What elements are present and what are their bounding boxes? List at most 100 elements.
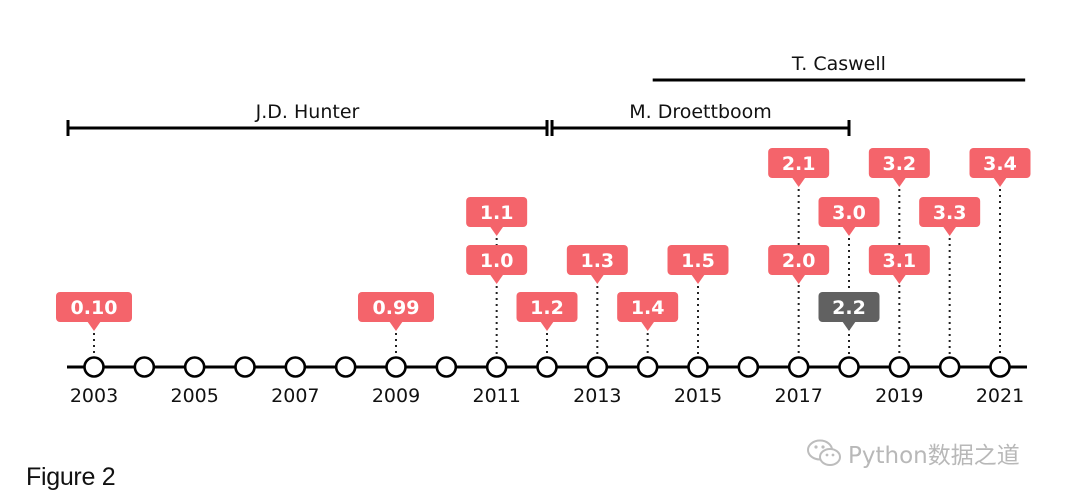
release-pointer [842,226,856,236]
year-node [787,356,810,378]
release-label-2.2: 2.2 [818,292,880,331]
release-label-1.5: 1.5 [667,245,729,284]
release-box [617,292,679,322]
release-label-3.2: 3.2 [868,148,930,187]
release-box [768,148,830,178]
release-label-1.2: 1.2 [516,292,578,331]
year-node [838,356,860,378]
year-node [385,356,407,378]
release-pointer [389,321,403,331]
release-label-3.1: 3.1 [868,245,930,284]
release-version: 3.1 [882,250,916,272]
release-pointer [942,226,957,236]
release-pointer [691,274,705,284]
dev-span-0: J.D. Hunter [66,101,549,136]
dev-span-1: M. Droettboom [550,101,851,136]
year-tick-label: 2013 [573,385,621,407]
year-node [83,356,105,378]
release-box [969,148,1031,178]
release-label-1.4: 1.4 [617,292,679,331]
release-pointer [993,177,1007,187]
release-label-0.99: 0.99 [358,292,434,331]
release-pointer [892,177,907,187]
year-node [234,356,256,378]
year-tick-label: 2007 [271,385,319,407]
release-pointer [842,321,856,331]
year-node [737,356,760,378]
release-box [818,197,880,227]
release-version: 1.3 [580,250,614,272]
year-node [989,356,1011,378]
release-box [358,292,434,322]
year-node [536,356,558,378]
release-pointer [791,274,806,284]
release-box [667,245,729,275]
release-box [868,148,930,178]
release-version: 2.1 [782,153,816,175]
year-tick-label: 2009 [372,385,420,407]
watermark-text: Python数据之道 [848,443,1020,469]
figure-caption: Figure 2 [26,463,116,491]
dev-span-2: T. Caswell [652,53,1026,82]
year-tick-label: 2005 [170,385,218,407]
release-version: 3.2 [882,153,916,175]
release-box [466,245,528,275]
release-label-1.1: 1.1 [466,197,528,236]
year-tick-label: 2015 [674,385,722,407]
year-tick-label: 2003 [70,385,118,407]
release-version: 1.5 [681,250,715,272]
year-node [938,356,961,378]
release-version: 1.1 [480,202,514,224]
year-tick-labels: 2003 2005 2007 2009 2011 2013 2015 2017 2019 2021 [70,385,1024,407]
release-box [56,292,132,322]
release-version: 3.0 [832,202,866,224]
year-tick-label: 2021 [976,385,1024,407]
dev-name: M. Droettboom [629,101,772,123]
year-node [183,356,206,378]
release-version: 2.2 [832,297,866,319]
release-box [466,197,528,227]
release-box [516,292,578,322]
release-version: 3.4 [983,153,1017,175]
release-label-0.10: 0.10 [56,292,132,331]
release-label-3.0: 3.0 [818,197,880,236]
year-node [636,356,659,378]
release-pointer [489,274,504,284]
release-pointer [540,321,554,331]
year-node [284,356,307,378]
release-version: 1.0 [480,250,514,272]
release-pointer [892,274,907,284]
release-pointer [590,274,605,284]
release-label-2.0: 2.0 [768,245,830,284]
release-version: 0.10 [71,297,118,319]
release-label-1.3: 1.3 [566,245,628,284]
watermark: Python数据之道 [806,436,1020,470]
release-label-1.0: 1.0 [466,245,528,284]
release-box [919,197,981,227]
release-version: 1.2 [530,297,564,319]
release-box [566,245,628,275]
release-box [868,245,930,275]
lead-developer-spans: J.D. Hunter M. Droettboom T. Caswell [66,53,1026,136]
year-node [133,356,156,378]
release-version: 0.99 [373,297,420,319]
release-version: 3.3 [933,202,967,224]
release-label-3.3: 3.3 [919,197,981,236]
release-pointer [791,177,806,187]
year-tick-label: 2019 [875,385,923,407]
dev-name: T. Caswell [791,53,886,75]
dev-name: J.D. Hunter [255,101,360,123]
release-pointer [87,321,101,331]
release-version: 2.0 [782,250,816,272]
wechat-icon [807,439,841,466]
release-pointer [489,226,504,236]
year-node [687,356,709,378]
release-box [768,245,830,275]
release-box [818,292,880,322]
year-nodes [83,356,1011,378]
release-label-2.1: 2.1 [768,148,830,187]
year-node [334,356,357,378]
release-pointer [640,321,655,331]
year-node [435,356,458,378]
